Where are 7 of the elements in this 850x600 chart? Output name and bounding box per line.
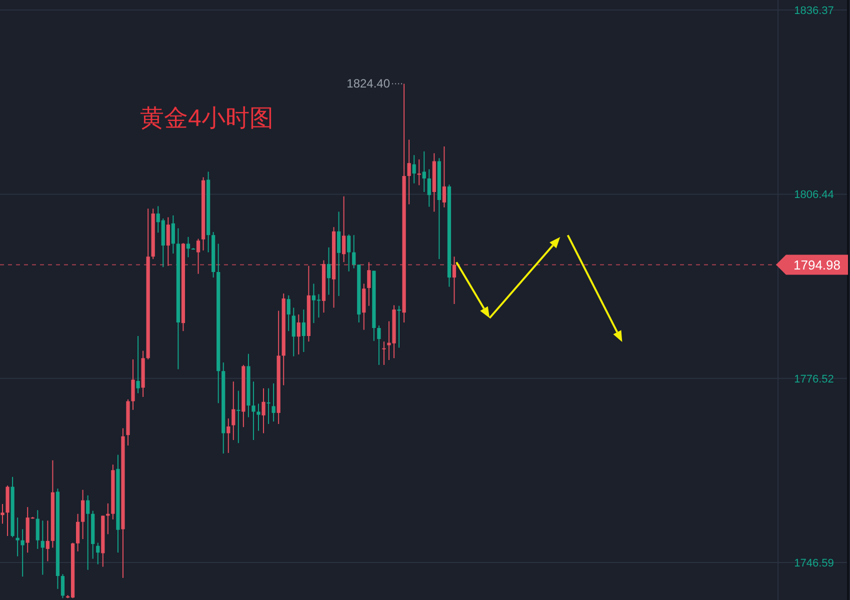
annotation: 1824.40 xyxy=(346,76,390,91)
text: 黄金4小时图 xyxy=(140,105,274,132)
y-tick-label: 1836.37 xyxy=(794,5,834,18)
y-tick-label: 1746.59 xyxy=(794,558,834,570)
ref-line-label: 1794.98 xyxy=(794,258,840,273)
y-tick-label: 1776.52 xyxy=(794,373,834,386)
y-tick-label: 1806.44 xyxy=(794,189,834,202)
